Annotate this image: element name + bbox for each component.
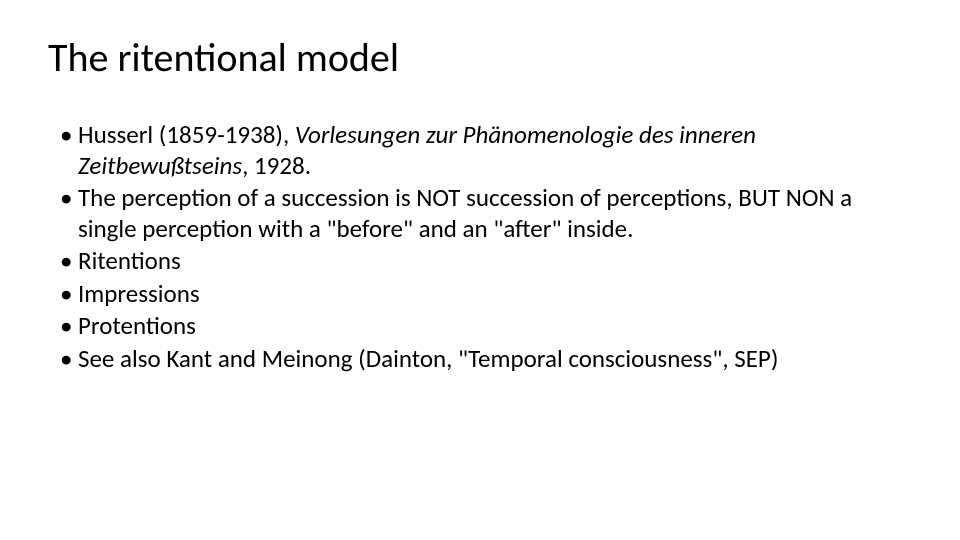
- list-item: See also Kant and Meinong (Dainton, "Tem…: [60, 344, 912, 375]
- bullet-list: Husserl (1859-1938), Vorlesungen zur Phä…: [48, 120, 912, 374]
- list-item: The perception of a succession is NOT su…: [60, 183, 912, 244]
- bullet-text: See also Kant and Meinong (Dainton, "Tem…: [78, 343, 778, 374]
- list-item: Impressions: [60, 279, 912, 310]
- bullet-text-prefix: Husserl (1859-1938),: [78, 119, 295, 150]
- slide: The ritentional model Husserl (1859-1938…: [0, 0, 960, 540]
- bullet-text: The perception of a succession is NOT su…: [78, 182, 852, 244]
- bullet-text-suffix: , 1928.: [242, 150, 311, 181]
- slide-title: The ritentional model: [48, 36, 912, 80]
- bullet-text: Impressions: [78, 278, 200, 309]
- bullet-text: Ritentions: [78, 245, 181, 276]
- list-item: Protentions: [60, 311, 912, 342]
- list-item: Ritentions: [60, 246, 912, 277]
- list-item: Husserl (1859-1938), Vorlesungen zur Phä…: [60, 120, 912, 181]
- bullet-text: Protentions: [78, 310, 196, 341]
